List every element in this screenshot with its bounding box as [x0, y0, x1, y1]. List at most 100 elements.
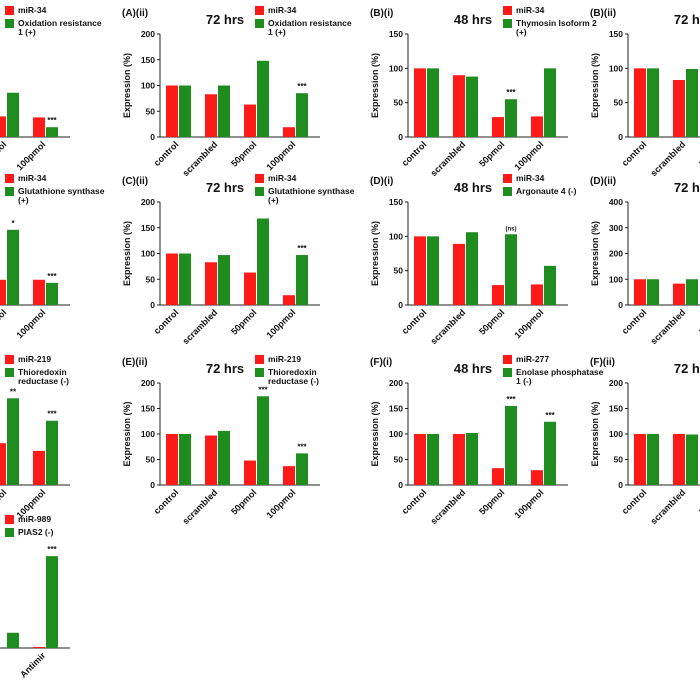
x-tick-label: 100pmol: [265, 139, 298, 172]
legend-label: miR-34: [18, 6, 47, 15]
legend-label: Thioredoxin reductase (-): [268, 368, 320, 386]
bar: [257, 218, 269, 305]
panel-label: (F)(i): [370, 357, 392, 368]
bar: [283, 127, 295, 137]
legend-entry: miR-34: [18, 174, 46, 183]
legend-label: miR-219: [18, 355, 52, 364]
x-tick-label: control: [152, 139, 181, 168]
bar: [0, 279, 6, 305]
legend-entry: miR-34: [268, 6, 296, 15]
significance-label: ***: [506, 88, 516, 97]
bar: [166, 434, 178, 485]
y-tick-label: 50: [146, 455, 156, 465]
legend-label: Argonaute 4 (-): [516, 187, 577, 196]
y-tick-label: 150: [389, 29, 403, 39]
bar: [505, 234, 517, 305]
x-tick-label: 100pmol: [265, 307, 298, 340]
significance-label: *: [11, 219, 15, 228]
bar: [544, 265, 556, 305]
bar: [296, 255, 308, 305]
legend-entry: PIAS2 (-): [18, 528, 54, 537]
bar: [283, 295, 295, 305]
y-axis-label: Expression (%): [122, 53, 132, 118]
chart-title: 72 hrs: [206, 361, 244, 376]
chart-title: 48 hrs: [454, 12, 492, 27]
x-tick-label: control: [620, 139, 649, 168]
bar: [414, 434, 426, 485]
bar: [33, 646, 45, 648]
x-tick-label: 50pmol: [477, 307, 506, 336]
legend-entry: miR-219: [268, 355, 301, 364]
bar: [634, 279, 646, 305]
bar: [492, 468, 504, 485]
y-axis-label: Expression (%): [590, 53, 600, 118]
significance-label: ***: [297, 82, 307, 91]
bar: [544, 68, 556, 137]
legend-swatch: [5, 528, 14, 537]
x-tick-label: 100pmol: [265, 487, 298, 520]
y-tick-label: 200: [141, 378, 155, 388]
legend-swatch: [503, 368, 512, 377]
x-tick-label: scrambled: [429, 307, 468, 346]
legend-swatch: [255, 19, 264, 28]
bar: [179, 253, 191, 305]
y-tick-label: 150: [389, 404, 403, 414]
bar: [205, 435, 217, 485]
panel-label: (B)(i): [370, 8, 393, 19]
y-tick-label: 150: [141, 404, 155, 414]
y-tick-label: 100: [389, 63, 403, 73]
y-axis-label: Expression (%): [370, 401, 380, 466]
bar: [531, 284, 543, 305]
legend-entry: Thioredoxin reductase (-): [18, 368, 69, 386]
y-axis-label: Expression (%): [590, 401, 600, 466]
chart-title: 48 hrs: [454, 361, 492, 376]
significance-label: ***: [545, 411, 555, 420]
legend-entry: Argonaute 4 (-): [516, 187, 577, 196]
legend-swatch: [255, 355, 264, 364]
legend-entry: Glutathione synthase (+): [18, 187, 104, 205]
x-tick-label: scrambled: [429, 139, 468, 178]
bar: [33, 279, 45, 305]
legend-swatch: [255, 174, 264, 183]
x-tick-label: control: [400, 139, 429, 168]
bar: [46, 127, 58, 137]
significance-label: (ns): [506, 226, 517, 232]
x-tick-label: scrambled: [649, 307, 688, 346]
panel-label: (A)(ii): [122, 8, 148, 19]
significance-label: ***: [47, 545, 57, 554]
x-tick-label: control: [620, 487, 649, 516]
bar: [673, 283, 685, 305]
bar: [218, 85, 230, 137]
bar: [257, 60, 269, 137]
bar: [466, 432, 478, 485]
bar: [427, 434, 439, 485]
y-axis-label: Expression (%): [370, 221, 380, 286]
x-tick-label: 50pmol: [477, 139, 506, 168]
chart-title: 72 hrs: [674, 361, 700, 376]
y-tick-label: 100: [141, 81, 155, 91]
bar: [414, 236, 426, 305]
y-tick-label: 100: [141, 429, 155, 439]
y-tick-label: 0: [618, 300, 623, 310]
y-tick-label: 150: [389, 197, 403, 207]
y-tick-label: 200: [141, 29, 155, 39]
y-tick-label: 200: [389, 378, 403, 388]
significance-label: ***: [47, 410, 57, 419]
significance-label: ***: [47, 272, 57, 281]
legend-label: miR-34: [516, 174, 545, 183]
x-tick-label: control: [400, 487, 429, 516]
legend-label: miR-34: [268, 174, 297, 183]
legend-label: PIAS2 (-): [18, 528, 54, 537]
y-tick-label: 100: [389, 231, 403, 241]
y-axis-label: Expression (%): [122, 221, 132, 286]
bar: [7, 632, 19, 648]
y-tick-label: 0: [398, 480, 403, 490]
bar: [686, 279, 698, 305]
legend-entry: Oxidation resistance 1 (+): [268, 19, 352, 37]
y-tick-label: 150: [609, 404, 623, 414]
panel-label: (B)(ii): [590, 8, 616, 19]
bar: [531, 116, 543, 137]
chart-title: 48 hrs: [454, 180, 492, 195]
bar: [673, 80, 685, 137]
